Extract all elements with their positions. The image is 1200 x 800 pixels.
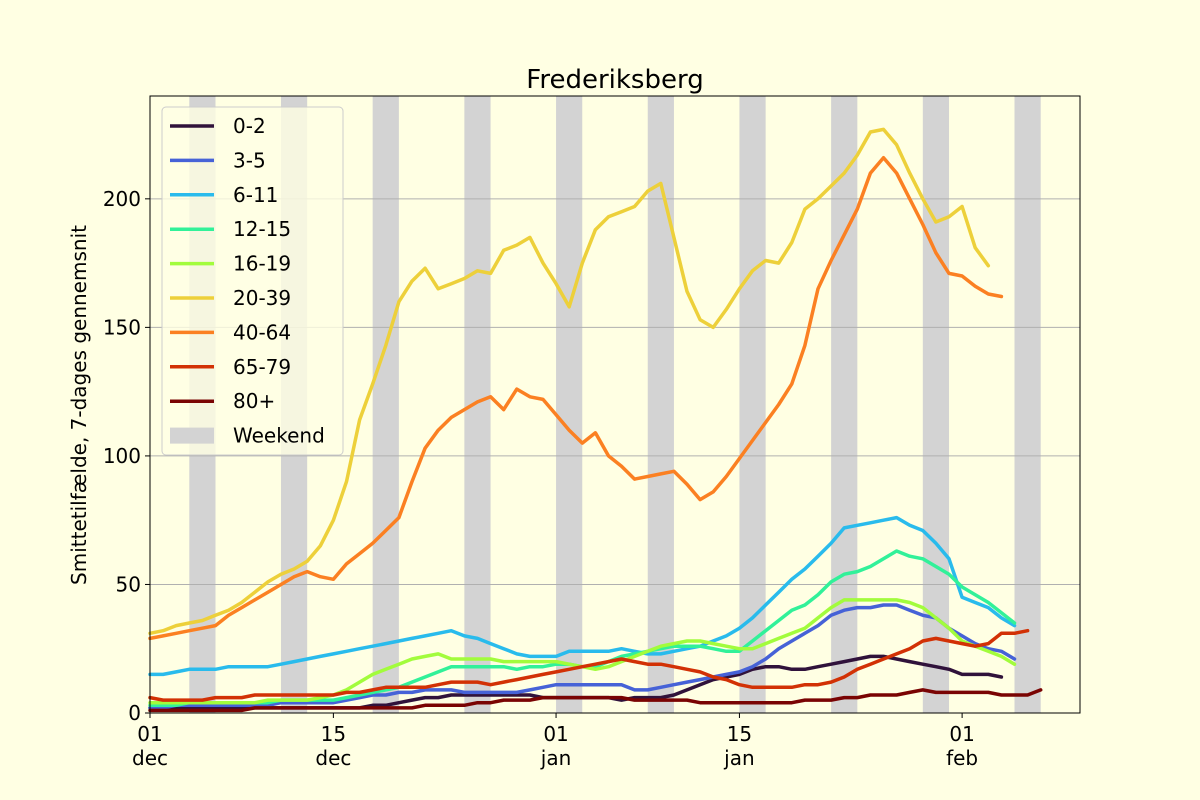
weekend-band: [831, 96, 858, 713]
legend-label: 0-2: [233, 114, 266, 138]
weekend-band: [1014, 96, 1041, 713]
y-tick-label: 150: [103, 315, 141, 339]
series-line-20-39: [148, 127, 991, 636]
series-line-40-64: [148, 155, 1004, 641]
legend-swatch-weekend: [170, 427, 214, 444]
series-line-80+: [148, 688, 1043, 713]
weekend-band: [739, 96, 766, 713]
series-line-65-79: [148, 628, 1030, 702]
legend-label: 6-11: [233, 183, 278, 207]
x-tick-day: 01: [137, 722, 162, 746]
x-tick-month: feb: [946, 746, 978, 770]
y-axis-label: Smittetilfælde, 7-dages gennemsnit: [67, 225, 91, 585]
plot-frame: [149, 95, 1081, 714]
legend-label: 20-39: [233, 286, 291, 310]
series-line-3-5: [148, 603, 1017, 710]
x-tick-day: 01: [949, 722, 974, 746]
series-line-6-11: [148, 515, 1017, 677]
x-tick-day: 01: [543, 722, 568, 746]
x-tick-month: jan: [540, 746, 572, 770]
y-axis-ticks: 0 50 100 150 200: [103, 187, 150, 725]
chart-title: Frederiksberg: [526, 65, 703, 95]
legend: 0-2 3-5 6-11 12-15 16-19 20-39 40-64 65-79 80+ We…: [161, 106, 344, 456]
x-tick-day: 15: [727, 722, 752, 746]
legend-label: 12-15: [233, 217, 291, 241]
legend-label: 40-64: [233, 320, 291, 344]
x-tick-month: dec: [132, 746, 168, 770]
legend-label: 80+: [233, 389, 275, 413]
y-tick-label: 0: [128, 701, 141, 725]
legend-label-weekend: Weekend: [233, 424, 325, 448]
legend-label: 16-19: [233, 252, 291, 276]
legend-label: 3-5: [233, 148, 266, 172]
weekend-band: [922, 96, 950, 713]
weekend-band: [556, 96, 583, 713]
x-tick-month: jan: [723, 746, 755, 770]
y-tick-label: 100: [103, 444, 141, 468]
x-tick-day: 15: [321, 722, 346, 746]
weekend-band: [464, 96, 491, 713]
y-tick-label: 50: [116, 572, 141, 596]
weekend-band: [372, 96, 399, 713]
y-tick-label: 200: [103, 187, 141, 211]
legend-label: 65-79: [233, 355, 291, 379]
x-tick-month: dec: [315, 746, 351, 770]
series-lines: [148, 127, 1043, 713]
